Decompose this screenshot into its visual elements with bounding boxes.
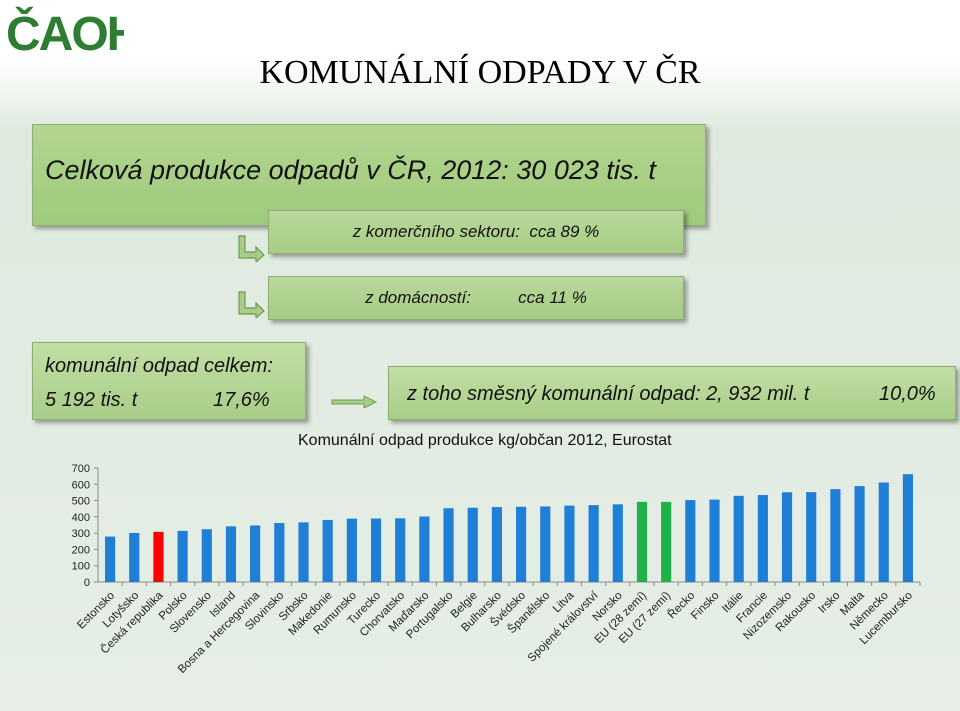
total-waste-box: Celková produkce odpadů v ČR, 2012: 30 0…: [32, 124, 706, 226]
municipal-waste-box: komunální odpad celkem: 5 192 tis. t 17,…: [32, 342, 306, 420]
bar: [830, 489, 841, 582]
bar: [588, 505, 599, 582]
x-tick-label: Irsko: [816, 590, 842, 616]
bar-chart: 0100200300400500600700EstonskoLotyšskoČe…: [72, 463, 921, 676]
bar: [419, 516, 430, 582]
chart-title-main: Komunální odpad produkce kg/občan 2012,: [298, 432, 608, 449]
households-text: z domácností: cca 11 %: [365, 288, 587, 307]
bar: [661, 501, 672, 582]
bar: [274, 523, 285, 582]
mixed-waste-text: z toho směsný komunální odpad: 2, 932 mi…: [407, 383, 810, 405]
bar: [346, 518, 357, 582]
elbow-arrow-icon: [238, 235, 265, 262]
mixed-waste-box: z toho směsný komunální odpad: 2, 932 mi…: [388, 366, 956, 420]
total-waste-text: Celková produkce odpadů v ČR, 2012: 30 0…: [45, 155, 656, 185]
bar: [298, 522, 309, 582]
municipal-waste-percent: 17,6%: [213, 389, 270, 411]
elbow-arrow-icon: [238, 291, 265, 318]
bar: [540, 506, 551, 582]
y-tick-label: 0: [84, 577, 90, 589]
bar: [709, 499, 720, 582]
bar: [757, 495, 768, 582]
y-tick-label: 100: [72, 561, 90, 573]
mixed-waste-percent: 10,0%: [879, 383, 936, 405]
y-tick-label: 400: [72, 512, 90, 524]
bar: [443, 508, 454, 582]
bar: [781, 492, 793, 582]
caoh-logo: ČAOH: [6, 6, 124, 56]
commercial-sector-box: z komerčního sektoru: cca 89 %: [268, 210, 684, 254]
municipal-waste-amount: 5 192 tis. t: [45, 389, 138, 411]
bar: [177, 530, 188, 582]
bar: [129, 532, 140, 582]
commercial-sector-text: z komerčního sektoru: cca 89 %: [352, 222, 600, 241]
y-tick-label: 300: [72, 528, 90, 540]
municipal-waste-label: komunální odpad celkem:: [45, 355, 273, 377]
bar: [806, 492, 817, 582]
bar: [612, 504, 623, 582]
bar: [902, 474, 913, 582]
bar: [516, 506, 527, 582]
y-tick-label: 500: [72, 496, 90, 508]
bar: [564, 505, 575, 582]
bar: [322, 519, 333, 582]
bar: [491, 507, 502, 582]
bar: [854, 486, 865, 582]
bar: [250, 525, 261, 582]
bar: [105, 536, 116, 582]
logo-text: ČAOH: [6, 6, 124, 56]
households-box: z domácností: cca 11 %: [268, 276, 684, 320]
y-tick-label: 700: [72, 463, 90, 475]
bar: [370, 518, 382, 582]
connector-arrow-icon: [331, 395, 378, 408]
bar: [201, 529, 212, 582]
bar: [636, 501, 648, 582]
bar: [733, 495, 744, 582]
bar: [225, 526, 237, 582]
y-tick-label: 200: [72, 544, 90, 556]
bar: [395, 518, 406, 582]
chart-title-source: Eurostat: [612, 432, 672, 449]
page-title: KOMUNÁLNÍ ODPADY V ČR: [259, 54, 701, 91]
bar: [467, 507, 478, 582]
bar: [685, 500, 696, 582]
bar: [153, 531, 164, 582]
y-tick-label: 600: [72, 479, 90, 491]
bar: [878, 482, 889, 582]
chart-title: Komunální odpad produkce kg/občan 2012, …: [298, 432, 672, 450]
x-tick-label: Finsko: [689, 590, 721, 622]
